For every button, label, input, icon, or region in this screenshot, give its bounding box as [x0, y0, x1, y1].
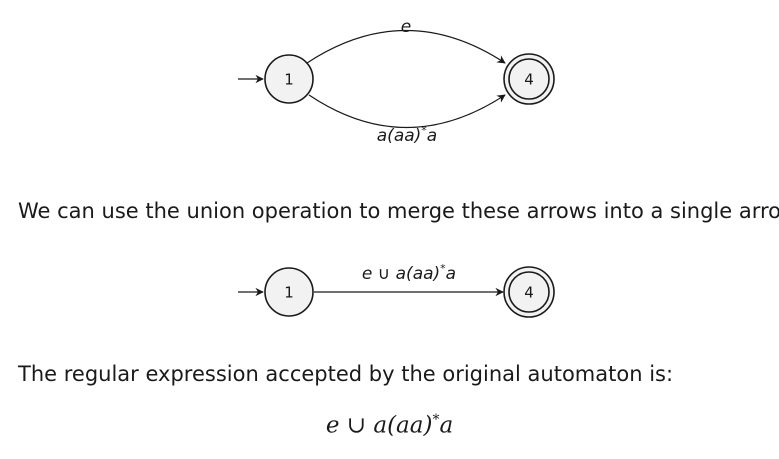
- state-1-circle: [264, 54, 314, 104]
- state-4-accepting: 4: [503, 266, 555, 318]
- edge-label-union: e ∪ a(aa)*a: [362, 262, 456, 284]
- kleene-star: *: [421, 124, 427, 137]
- edge-label-a-aa-star-a: a(aa)*a: [377, 124, 437, 146]
- kleene-star: *: [440, 262, 446, 275]
- edge-label-e: e: [401, 17, 411, 37]
- automaton-diagram-original-svg: e a(aa)*a 1 4: [238, 17, 555, 146]
- union-symbol: ∪: [346, 412, 367, 439]
- automaton-diagram-merged-svg: e ∪ a(aa)*a 1 4: [238, 262, 555, 318]
- edge-label-part: a: [427, 126, 437, 146]
- edge-label-part: a(aa): [377, 126, 422, 146]
- edge-label-part: a(aa): [390, 264, 440, 284]
- edge-label-part: a: [446, 264, 456, 284]
- automaton-diagram-merged: e ∪ a(aa)*a 1 4: [0, 250, 779, 340]
- union-symbol: ∪: [378, 264, 390, 284]
- state-4-accepting: 4: [503, 53, 555, 105]
- state-1-label: 1: [284, 284, 294, 302]
- state-1-label: 1: [284, 71, 294, 89]
- kleene-star: *: [432, 412, 440, 428]
- state-1: 1: [264, 54, 314, 104]
- final-expr-part: a: [439, 412, 454, 439]
- state-1-circle: [264, 267, 314, 317]
- state-4-inner-circle: [508, 271, 550, 313]
- edge-label-part: e: [362, 264, 378, 284]
- paragraph-result-intro: The regular expression accepted by the o…: [18, 362, 674, 386]
- edge-1-to-4-upper: [306, 30, 506, 64]
- state-4-inner-circle: [508, 58, 550, 100]
- automaton-diagram-original: e a(aa)*a 1 4: [0, 0, 779, 170]
- edge-1-to-4-lower: [308, 94, 506, 128]
- paragraph-union-explanation: We can use the union operation to merge …: [18, 199, 779, 223]
- state-4-label: 4: [524, 71, 534, 89]
- state-4-label: 4: [524, 284, 534, 302]
- state-1: 1: [264, 267, 314, 317]
- final-expr-part: e: [325, 412, 347, 439]
- final-regular-expression: e ∪ a(aa)*a: [0, 412, 779, 439]
- final-expr-part: a(aa): [366, 412, 433, 439]
